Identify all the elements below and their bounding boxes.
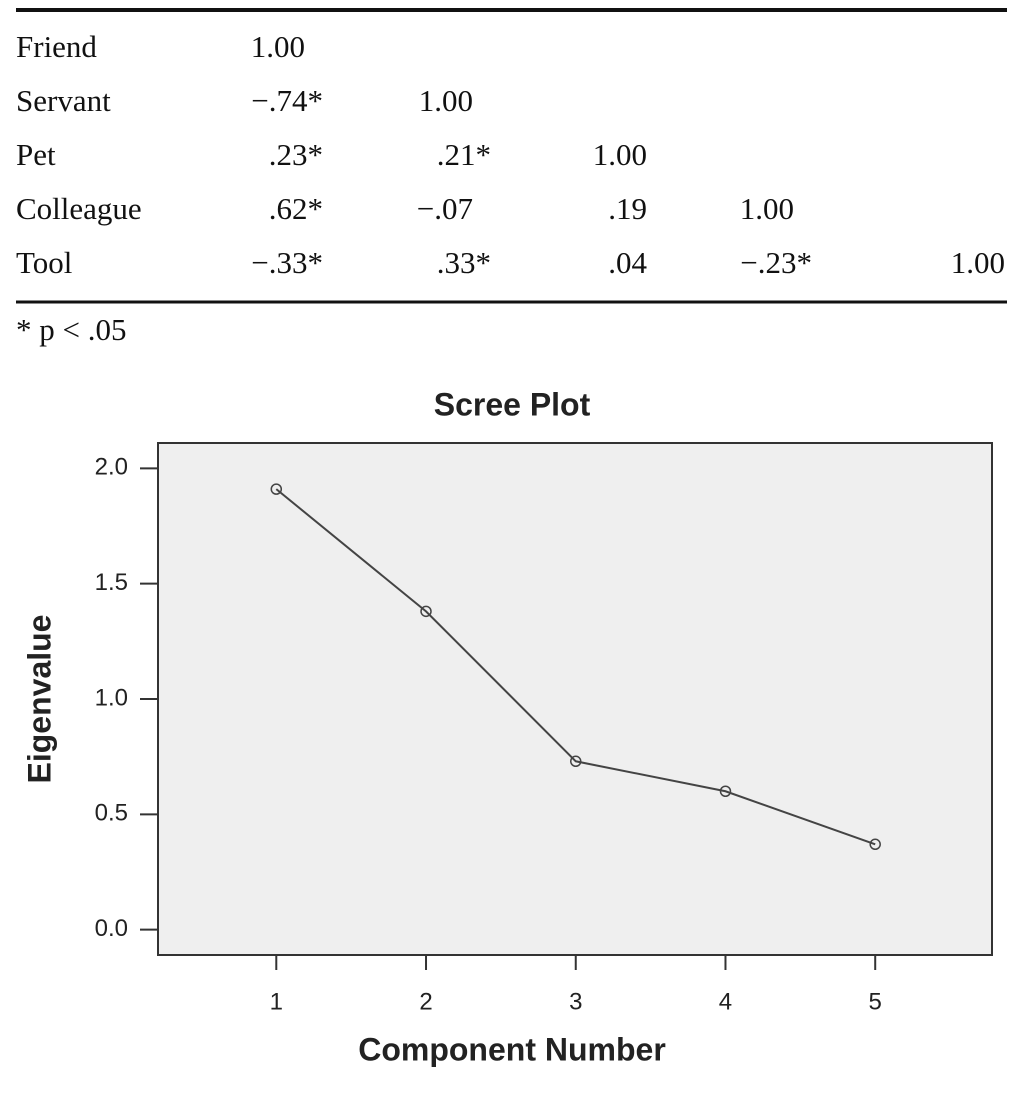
- data-line: [275, 488, 876, 846]
- data-point: [569, 755, 582, 768]
- data-point: [869, 838, 881, 851]
- x-axis-label: Component Number: [358, 1031, 666, 1067]
- y-tick-label: 2.0: [95, 454, 128, 481]
- table-cell: 1.00: [740, 191, 794, 226]
- data-point: [420, 605, 432, 618]
- table-cell: .21*: [437, 137, 491, 172]
- table-cell: −.23*: [740, 245, 812, 280]
- table-note: * p < .05: [16, 312, 126, 347]
- row-label: Tool: [16, 245, 72, 280]
- table-cell: −.74*: [251, 83, 323, 118]
- row-label: Servant: [16, 83, 111, 118]
- table-cell: .62*: [269, 191, 323, 226]
- x-tick-label: 3: [569, 988, 582, 1015]
- table-cell: 1.00: [951, 245, 1005, 280]
- table-cell: .23*: [269, 137, 323, 172]
- table-cell: 1.00: [593, 137, 647, 172]
- y-tick-label: 1.5: [95, 569, 128, 596]
- table-cell: 1.00: [251, 29, 305, 64]
- x-tick-label: 2: [419, 988, 432, 1015]
- row-label: Pet: [16, 137, 56, 172]
- table-cell: .33*: [437, 245, 491, 280]
- table-cell: .19: [608, 191, 647, 226]
- chart-title: Scree Plot: [434, 386, 591, 422]
- x-tick-label: 1: [270, 988, 283, 1015]
- table-cell: .04: [608, 245, 647, 280]
- table-cell: 1.00: [419, 83, 473, 118]
- y-tick-label: 1.0: [95, 684, 128, 711]
- data-point: [719, 785, 732, 798]
- plot-area: [157, 442, 993, 956]
- row-label: Friend: [16, 29, 97, 64]
- table-cell: −.07: [417, 191, 473, 226]
- x-tick-label: 5: [869, 988, 882, 1015]
- y-tick-label: 0.5: [95, 800, 128, 827]
- y-axis-label: Eigenvalue: [21, 615, 57, 784]
- x-tick-label: 4: [719, 988, 732, 1015]
- y-tick-label: 0.0: [95, 915, 128, 942]
- row-label: Colleague: [16, 191, 142, 226]
- data-point: [270, 483, 283, 495]
- table-cell: −.33*: [251, 245, 323, 280]
